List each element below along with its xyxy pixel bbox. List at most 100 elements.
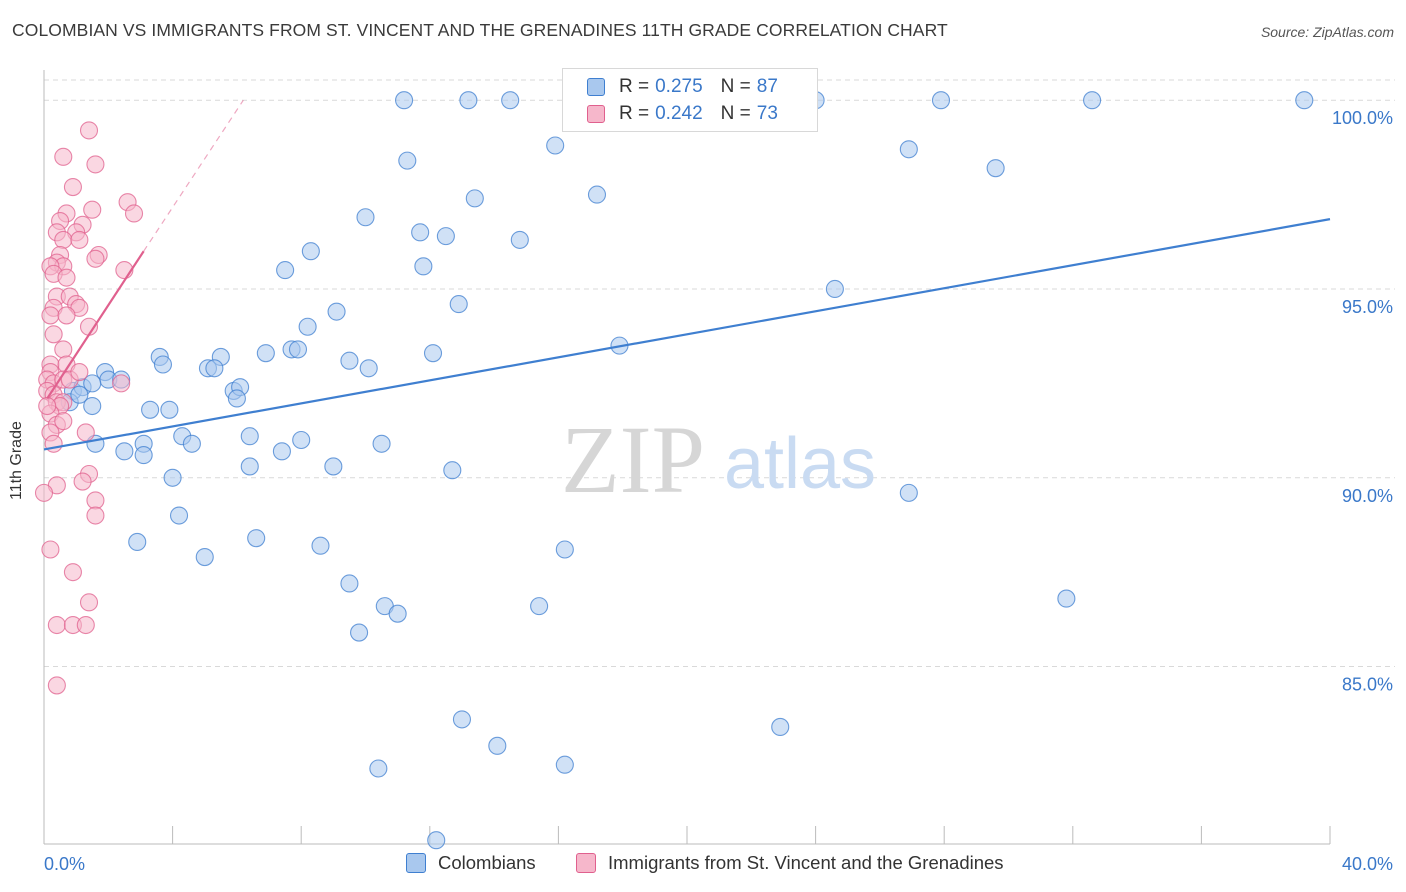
point-immigrants <box>44 325 63 344</box>
point-colombians <box>169 506 189 525</box>
point-colombians <box>276 261 295 280</box>
point-colombians <box>427 831 446 850</box>
point-colombians <box>530 597 549 616</box>
point-colombians <box>395 91 414 110</box>
point-colombians <box>546 136 565 155</box>
point-colombians <box>182 434 201 453</box>
watermark: ZIP atlas <box>561 406 876 513</box>
legend-swatch-pink <box>576 853 596 873</box>
point-colombians <box>356 208 375 227</box>
point-colombians <box>986 159 1005 178</box>
point-colombians <box>459 91 478 110</box>
point-colombians <box>70 385 89 404</box>
point-colombians <box>292 430 311 450</box>
point-colombians <box>195 548 214 567</box>
point-immigrants <box>79 121 99 140</box>
point-immigrants <box>76 423 95 442</box>
x-tick-label: 0.0% <box>44 854 85 874</box>
point-colombians <box>1083 91 1102 110</box>
point-immigrants <box>112 374 131 393</box>
point-immigrants <box>54 412 73 431</box>
point-colombians <box>327 302 346 321</box>
trend-line-immigrants <box>46 250 145 400</box>
point-colombians <box>488 736 507 755</box>
point-colombians <box>555 540 574 559</box>
point-colombians <box>369 759 388 778</box>
point-colombians <box>160 400 179 419</box>
point-colombians <box>465 189 484 208</box>
legend-swatch-blue <box>587 78 605 96</box>
point-colombians <box>372 434 391 453</box>
watermark-zip: ZIP <box>561 406 705 513</box>
point-colombians <box>388 604 407 623</box>
point-immigrants <box>86 249 105 268</box>
y-tick-label: 95.0% <box>1342 297 1393 317</box>
point-immigrants <box>63 563 82 582</box>
tick-labels: 85.0% 90.0% 95.0% 100.0% 0.0% 40.0% <box>44 108 1393 874</box>
legend-n-label: N = <box>720 103 751 124</box>
point-colombians <box>134 446 153 465</box>
x-tick-label: 40.0% <box>1342 854 1393 874</box>
point-immigrants <box>38 396 57 416</box>
point-colombians <box>436 227 455 246</box>
legend-swatch-blue <box>406 853 426 873</box>
point-immigrants <box>41 306 60 325</box>
chart-source: Source: ZipAtlas.com <box>1260 24 1394 40</box>
legend-n-value: 87 <box>756 76 778 97</box>
point-immigrants <box>83 200 102 219</box>
point-colombians <box>1057 589 1076 608</box>
point-colombians <box>1295 91 1314 110</box>
y-tick-label: 90.0% <box>1342 486 1393 506</box>
point-immigrants <box>70 362 89 382</box>
point-immigrants <box>54 340 73 359</box>
point-colombians <box>128 532 147 552</box>
point-immigrants <box>47 615 66 635</box>
legend-row-colombians: R = 0.275 N = 87 <box>587 75 778 99</box>
point-colombians <box>301 242 320 261</box>
point-immigrants <box>54 230 73 249</box>
point-colombians <box>340 574 359 593</box>
point-colombians <box>115 442 134 461</box>
point-immigrants <box>124 204 144 223</box>
point-immigrants <box>54 147 73 166</box>
point-colombians <box>340 351 359 370</box>
point-colombians <box>452 710 472 729</box>
y-tick-label: 100.0% <box>1332 108 1393 128</box>
point-colombians <box>411 223 430 242</box>
point-colombians <box>359 359 378 378</box>
legend-label-colombians: Colombians <box>438 852 536 873</box>
legend-item-immigrants[interactable]: Immigrants from St. Vincent and the Gren… <box>576 852 1004 874</box>
point-colombians <box>587 185 607 204</box>
point-colombians <box>153 355 173 374</box>
legend-swatch-pink <box>587 105 605 123</box>
y-axis-label: 11th Grade <box>8 421 25 500</box>
series-legend: Colombians Immigrants from St. Vincent a… <box>0 852 1406 876</box>
point-colombians <box>83 374 102 393</box>
point-immigrants <box>63 177 82 197</box>
point-colombians <box>240 457 259 476</box>
point-colombians <box>825 279 844 299</box>
legend-n-label: N = <box>720 76 751 97</box>
point-colombians <box>324 457 343 476</box>
legend-item-colombians[interactable]: Colombians <box>406 852 536 874</box>
y-tick-label: 85.0% <box>1342 675 1393 695</box>
trend-lines <box>43 99 1331 451</box>
stats-legend: R = 0.275 N = 87 R = 0.242 N = 73 <box>562 68 818 132</box>
point-immigrants <box>86 491 105 510</box>
trend-line-extension-immigrants <box>143 99 244 252</box>
point-colombians <box>899 140 918 159</box>
point-immigrants <box>76 615 95 635</box>
point-immigrants <box>47 676 66 695</box>
point-immigrants <box>86 506 105 525</box>
gridlines <box>44 79 1395 668</box>
legend-label-immigrants: Immigrants from St. Vincent and the Gren… <box>608 852 1004 873</box>
point-immigrants <box>86 155 105 174</box>
point-colombians <box>510 230 529 249</box>
point-colombians <box>298 317 317 336</box>
point-colombians <box>350 623 369 642</box>
legend-r-label: R = <box>619 103 650 124</box>
legend-n-value: 73 <box>756 103 778 124</box>
point-immigrants <box>57 306 76 325</box>
data-points <box>34 91 1314 850</box>
